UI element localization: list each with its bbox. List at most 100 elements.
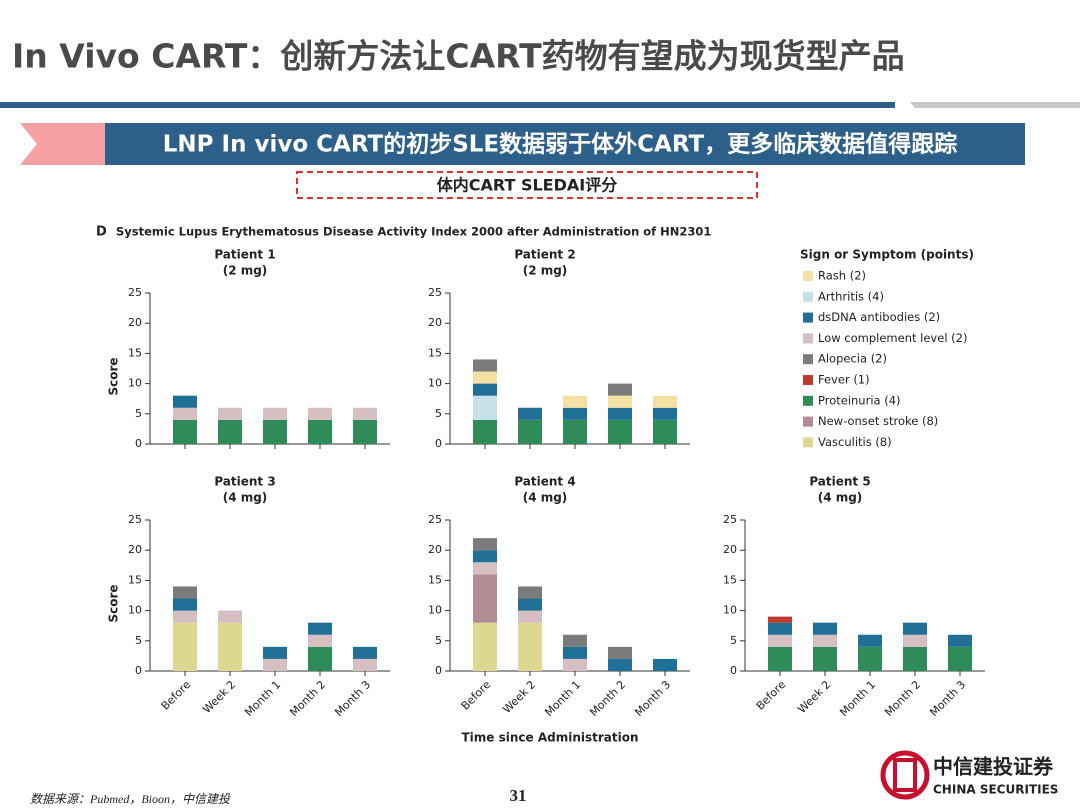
x-tick-label: Before <box>459 678 494 713</box>
bar-segment <box>308 407 332 420</box>
y-tick-label: 25 <box>723 513 737 526</box>
logo-cn: 中信建投证券 <box>933 755 1054 779</box>
bar-segment <box>608 383 632 396</box>
legend-swatch <box>803 354 813 365</box>
bar-segment <box>563 658 587 671</box>
bar-segment <box>948 634 972 647</box>
bar-segment <box>563 407 587 420</box>
bar-segment <box>173 395 197 408</box>
bar-segment <box>608 419 632 444</box>
page-number: 31 <box>510 786 527 805</box>
bar-segment <box>518 610 542 623</box>
bar-segment <box>653 658 677 671</box>
legend-label: Arthritis (4) <box>818 289 884 303</box>
legend-label: Low complement level (2) <box>818 331 967 345</box>
bar-segment <box>563 395 587 408</box>
legend-swatch <box>803 416 813 427</box>
bar-segment <box>768 622 792 635</box>
y-tick-label: 15 <box>428 346 442 359</box>
x-tick-label: Month 3 <box>927 678 968 719</box>
y-tick-label: 20 <box>428 543 442 556</box>
bar-segment <box>858 646 882 671</box>
bar-segment <box>903 646 927 671</box>
chart-subtitle: (2 mg) <box>223 264 268 278</box>
y-tick-label: 15 <box>128 573 142 586</box>
logo-mark <box>880 750 930 800</box>
chart-title: Patient 2 <box>514 248 575 262</box>
bar-segment <box>768 616 792 623</box>
x-axis-label: Time since Administration <box>461 731 638 745</box>
bar-segment <box>608 658 632 671</box>
x-tick-label: Month 2 <box>287 678 328 719</box>
x-tick-label: Month 3 <box>632 678 673 719</box>
y-axis-label: Score <box>107 584 121 622</box>
legend-swatch <box>803 312 813 323</box>
bar-segment <box>308 622 332 635</box>
legend-label: Vasculitis (8) <box>818 435 892 449</box>
legend-swatch <box>803 437 813 448</box>
banner-text: LNP In vivo CART的初步SLE数据弱于体外CART，更多临床数据值… <box>163 131 957 158</box>
bar-segment <box>653 395 677 408</box>
chart-title: Patient 1 <box>214 248 275 262</box>
title-rule <box>0 102 895 108</box>
title-rule-right <box>910 102 1080 108</box>
box-label: 体内CART SLEDAI评分 <box>437 176 617 195</box>
bar-segment <box>218 622 242 671</box>
x-tick-label: Before <box>754 678 789 713</box>
banner-band <box>105 123 1025 165</box>
bar-segment <box>308 634 332 647</box>
chart-title: Patient 5 <box>809 475 870 489</box>
y-tick-label: 0 <box>135 664 142 677</box>
bar-segment <box>473 562 497 575</box>
bar-segment <box>518 419 542 444</box>
bar-segment <box>173 586 197 599</box>
x-tick-label: Before <box>159 678 194 713</box>
bar-segment <box>948 646 972 671</box>
x-tick-label: Week 2 <box>795 678 833 716</box>
bar-segment <box>263 407 287 420</box>
y-tick-label: 0 <box>435 437 442 450</box>
bar-segment <box>473 371 497 384</box>
chart-subtitle: (4 mg) <box>523 491 568 505</box>
source: 数据来源：Pubmed，Bioon，中信建投 <box>30 792 231 806</box>
bar-segment <box>308 419 332 444</box>
bar-segment <box>563 419 587 444</box>
y-axis-label: Score <box>107 357 121 395</box>
bar-segment <box>218 419 242 444</box>
x-tick-label: Month 1 <box>542 678 583 719</box>
bar-segment <box>813 646 837 671</box>
bar-segment <box>173 407 197 420</box>
y-tick-label: 25 <box>428 286 442 299</box>
chart-subtitle: (4 mg) <box>818 491 863 505</box>
y-tick-label: 10 <box>128 377 142 390</box>
logo-mark-inner <box>893 758 917 792</box>
bar-segment <box>473 622 497 671</box>
legend-swatch <box>803 395 813 406</box>
bar-segment <box>608 395 632 408</box>
y-tick-label: 0 <box>435 664 442 677</box>
legend-label: Proteinuria (4) <box>818 393 901 407</box>
chart-subtitle: (4 mg) <box>223 491 268 505</box>
bar-segment <box>813 622 837 635</box>
bar-segment <box>653 419 677 444</box>
panel-label: D <box>96 225 107 240</box>
y-tick-label: 5 <box>435 634 442 647</box>
bar-segment <box>263 646 287 659</box>
bar-segment <box>218 407 242 420</box>
y-tick-label: 15 <box>128 346 142 359</box>
bar-segment <box>218 610 242 623</box>
bar-segment <box>308 646 332 671</box>
bar-segment <box>518 622 542 671</box>
bar-segment <box>813 634 837 647</box>
logo: 中信建投证券 CHINA SECURITIES <box>880 750 1058 800</box>
bar-segment <box>518 586 542 599</box>
legend-label: Fever (1) <box>818 373 870 387</box>
y-tick-label: 5 <box>135 634 142 647</box>
bar-segment <box>473 395 497 420</box>
y-tick-label: 20 <box>723 543 737 556</box>
x-tick-label: Month 2 <box>587 678 628 719</box>
bar-segment <box>353 658 377 671</box>
chart-subtitle: (2 mg) <box>523 264 568 278</box>
legend-title: Sign or Symptom (points) <box>800 248 974 262</box>
bar-segment <box>903 634 927 647</box>
